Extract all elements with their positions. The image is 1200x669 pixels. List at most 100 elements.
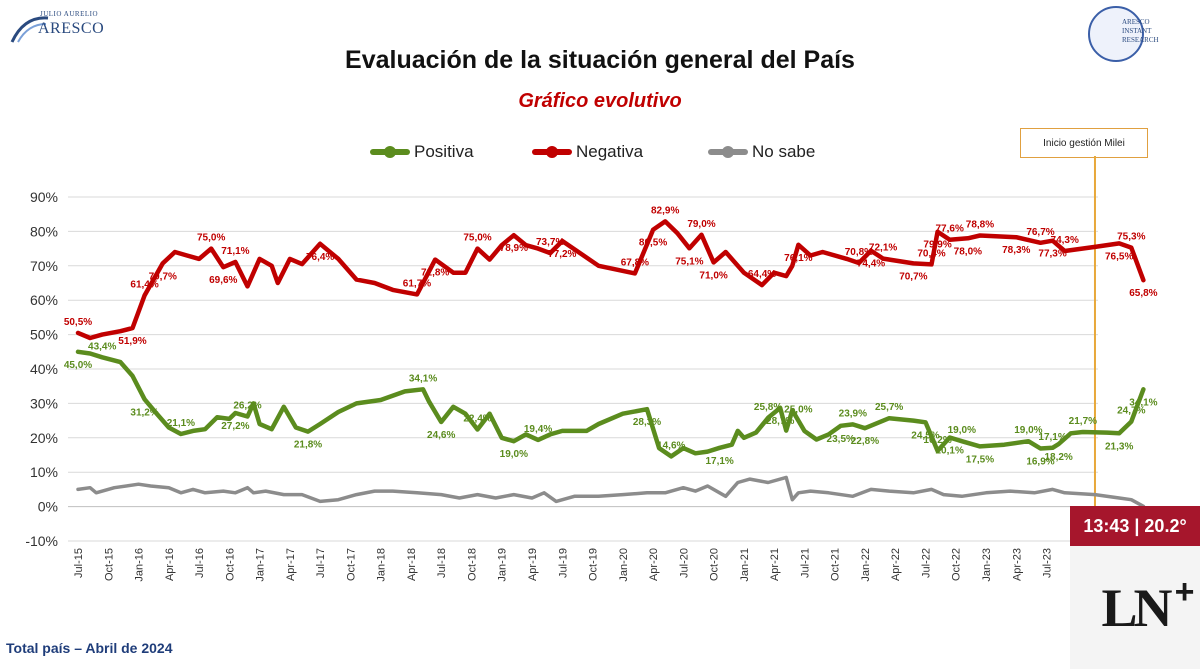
- data-label-positiva: 26,2%: [233, 400, 261, 411]
- data-label-positiva: 14,6%: [657, 440, 685, 451]
- data-label-negativa: 76,7%: [1026, 227, 1054, 238]
- data-label-negativa: 61,4%: [130, 279, 158, 290]
- y-tick-label: 20%: [30, 430, 58, 446]
- x-tick-label: Jul-19: [557, 548, 569, 578]
- data-label-positiva: 19,4%: [524, 424, 552, 435]
- aresco-instant-research-logo: ARESCO INSTANT RESEARCH: [1088, 6, 1186, 66]
- legend-swatch-no-sabe: [708, 146, 748, 158]
- axis-layer: -10% 0% 10% 20% 30% 40% 50% 60% 70% 80% 90% Jul-15 O…: [25, 189, 1084, 582]
- data-label-positiva: 22,8%: [851, 436, 879, 447]
- y-tick-label: 10%: [30, 464, 58, 480]
- data-label-positiva: 25,0%: [784, 405, 812, 416]
- x-tick-label: Jan-22: [860, 548, 872, 582]
- x-tick-label: Apr-16: [164, 548, 176, 581]
- data-label-positiva: 18,2%: [1044, 452, 1072, 463]
- data-label-negativa: 82,9%: [651, 205, 679, 216]
- data-label-positiva: 19,0%: [1014, 425, 1042, 436]
- x-tick-label: Jan-21: [739, 548, 751, 582]
- data-label-positiva: 25,8%: [754, 402, 782, 413]
- data-label-negativa: 76,1%: [784, 253, 812, 264]
- y-tick-label: 40%: [30, 361, 58, 377]
- data-label-negativa: 71,8%: [421, 268, 449, 279]
- x-tick-label: Jan-19: [497, 548, 509, 582]
- y-tick-label: 60%: [30, 292, 58, 308]
- data-label-positiva: 45,0%: [64, 360, 92, 371]
- x-tick-label: Jan-17: [255, 548, 267, 582]
- x-tick-label: Apr-18: [406, 548, 418, 581]
- legend-swatch-positiva: [370, 146, 410, 158]
- data-label-negativa: 80,5%: [639, 238, 667, 249]
- milei-annotation-box: Inicio gestión Milei: [1020, 128, 1148, 158]
- logo-right-line-2: INSTANT: [1122, 27, 1152, 35]
- data-label-negativa: 71,1%: [221, 246, 249, 257]
- data-label-positiva: 25,7%: [875, 402, 903, 413]
- data-label-positiva: 16,2%: [923, 435, 951, 446]
- series-line-negativa: [75, 219, 1146, 341]
- chart-title: Evaluación de la situación general del P…: [345, 46, 855, 74]
- footer-note: Total país – Abril de 2024: [6, 640, 173, 656]
- data-label-negativa: 78,9%: [500, 243, 528, 254]
- tv-time-temperature: 13:43 | 20.2°: [1070, 506, 1200, 546]
- chart-subtitle: Gráfico evolutivo: [518, 90, 682, 112]
- data-label-negativa: 75,3%: [1117, 232, 1145, 243]
- data-label-negativa: 67,8%: [621, 257, 649, 268]
- x-tick-label: Jul-16: [194, 548, 206, 578]
- data-label-positiva: 21,7%: [1069, 416, 1097, 427]
- x-tick-label: Apr-23: [1011, 548, 1023, 581]
- x-tick-label: Apr-19: [527, 548, 539, 581]
- x-tick-label: Jan-23: [981, 548, 993, 582]
- data-label-negativa: 74,3%: [1051, 235, 1079, 246]
- data-label-positiva: 34,1%: [1129, 397, 1157, 408]
- data-label-negativa: 64,4%: [748, 269, 776, 280]
- data-label-negativa: 50,5%: [64, 317, 92, 328]
- data-label-negativa: 75,1%: [675, 256, 703, 267]
- series-line-no-sabe: [76, 475, 1146, 509]
- x-tick-label: Jul-22: [920, 548, 932, 578]
- chart-legend: Positiva Negativa No sabe: [0, 142, 1200, 166]
- x-tick-label: Oct-18: [466, 548, 478, 581]
- data-label-positiva: 20,1%: [936, 445, 964, 456]
- data-label-positiva: 28,3%: [633, 417, 661, 428]
- x-tick-label: Oct-15: [103, 548, 115, 581]
- data-label-positiva: 21,3%: [1105, 441, 1133, 452]
- legend-item-no-sabe[interactable]: No sabe: [708, 142, 815, 162]
- x-tick-label: Jul-17: [315, 548, 327, 578]
- data-label-negativa: 75,0%: [197, 233, 225, 244]
- legend-label-no-sabe: No sabe: [752, 142, 816, 161]
- data-label-negativa: 71,0%: [699, 270, 727, 281]
- logo-right-line-1: ARESCO: [1122, 18, 1150, 26]
- people-group-icon: [1088, 6, 1144, 62]
- data-label-negativa: 51,9%: [118, 336, 146, 347]
- y-tick-label: 70%: [30, 258, 58, 274]
- data-label-layer: 45,0% 43,4% 31,2% 21,1% 27,2% 26,2% 21,8% 34,1%…: [64, 205, 1158, 467]
- data-label-positiva: 21,8%: [294, 440, 322, 451]
- y-tick-label: 90%: [30, 189, 58, 205]
- data-label-negativa: 77,3%: [1038, 249, 1066, 260]
- x-tick-label: Jul-18: [436, 548, 448, 578]
- x-tick-label: Oct-21: [830, 548, 842, 581]
- data-label-positiva: 43,4%: [88, 341, 116, 352]
- data-label-positiva: 24,7%: [1117, 406, 1145, 417]
- x-tick-label: Oct-17: [345, 548, 357, 581]
- legend-label-negativa: Negativa: [576, 142, 644, 161]
- data-label-positiva: 16,9%: [1026, 456, 1054, 467]
- aresco-swoosh-icon: [10, 16, 49, 43]
- data-label-negativa: 72,1%: [869, 243, 897, 254]
- ln-logo-plus: +: [1174, 572, 1195, 611]
- x-tick-label: Jul-20: [678, 548, 690, 578]
- legend-item-negativa[interactable]: Negativa: [532, 142, 643, 162]
- logo-right-line-3: RESEARCH: [1122, 36, 1159, 44]
- data-label-negativa: 69,6%: [209, 275, 237, 286]
- data-label-negativa: 70,7%: [899, 271, 927, 282]
- y-tick-label: 30%: [30, 395, 58, 411]
- data-label-positiva: 23,9%: [839, 408, 867, 419]
- logo-big-text: ARESCO: [38, 20, 105, 37]
- x-tick-label: Apr-20: [648, 548, 660, 581]
- data-label-negativa: 78,8%: [966, 220, 994, 231]
- legend-item-positiva[interactable]: Positiva: [370, 142, 474, 162]
- aresco-logo: JULIO AURELIO ARESCO: [10, 8, 120, 48]
- data-label-negativa: 70,4%: [917, 248, 945, 259]
- data-label-negativa: 65,8%: [1129, 288, 1157, 299]
- ln-plus-logo: LN +: [1070, 546, 1200, 669]
